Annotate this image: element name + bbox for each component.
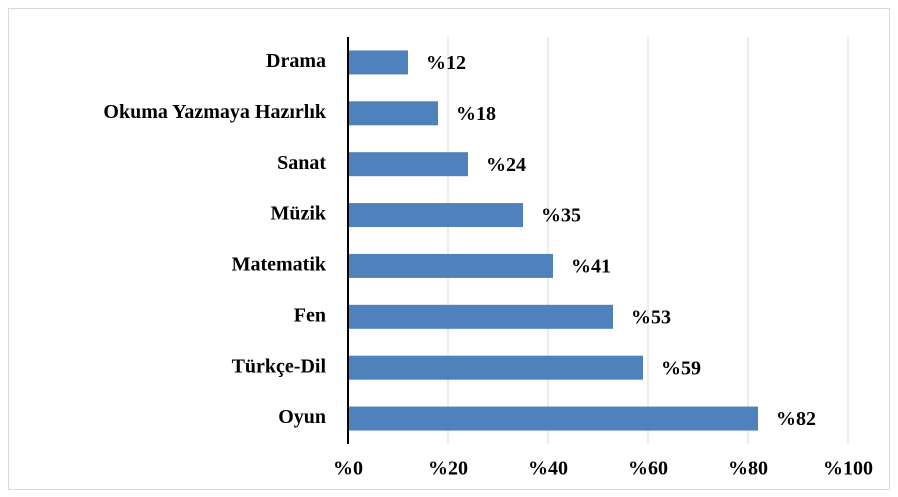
bar	[348, 101, 438, 126]
value-label: %35	[541, 205, 581, 227]
value-label: %82	[776, 408, 816, 430]
y-tick-label: Drama	[266, 50, 326, 72]
y-tick-label: Okuma Yazmaya Hazırlık	[103, 101, 326, 123]
value-label: %59	[661, 357, 701, 379]
x-tick-label: %100	[823, 458, 873, 480]
y-tick-label: Türkçe-Dil	[232, 355, 327, 377]
x-tick-label: %40	[528, 458, 568, 480]
value-label: %18	[456, 103, 496, 125]
y-tick-label: Müzik	[270, 203, 326, 225]
value-label: %24	[486, 154, 526, 176]
y-tick-label: Matematik	[232, 254, 327, 276]
y-tick-label: Oyun	[278, 406, 326, 428]
x-tick-label: %20	[428, 458, 468, 480]
x-tick-label: %0	[333, 458, 363, 480]
y-tick-label: Sanat	[277, 152, 326, 174]
bar	[348, 355, 643, 380]
value-label: %12	[426, 52, 466, 74]
bar	[348, 152, 468, 177]
bar	[348, 203, 523, 228]
bar	[348, 50, 408, 75]
value-label: %53	[631, 306, 671, 328]
x-tick-label: %80	[728, 458, 768, 480]
x-tick-label: %60	[628, 458, 668, 480]
bar	[348, 406, 758, 431]
y-tick-label: Fen	[294, 304, 326, 326]
value-label: %41	[571, 256, 611, 278]
bar	[348, 253, 553, 278]
bar	[348, 304, 613, 329]
